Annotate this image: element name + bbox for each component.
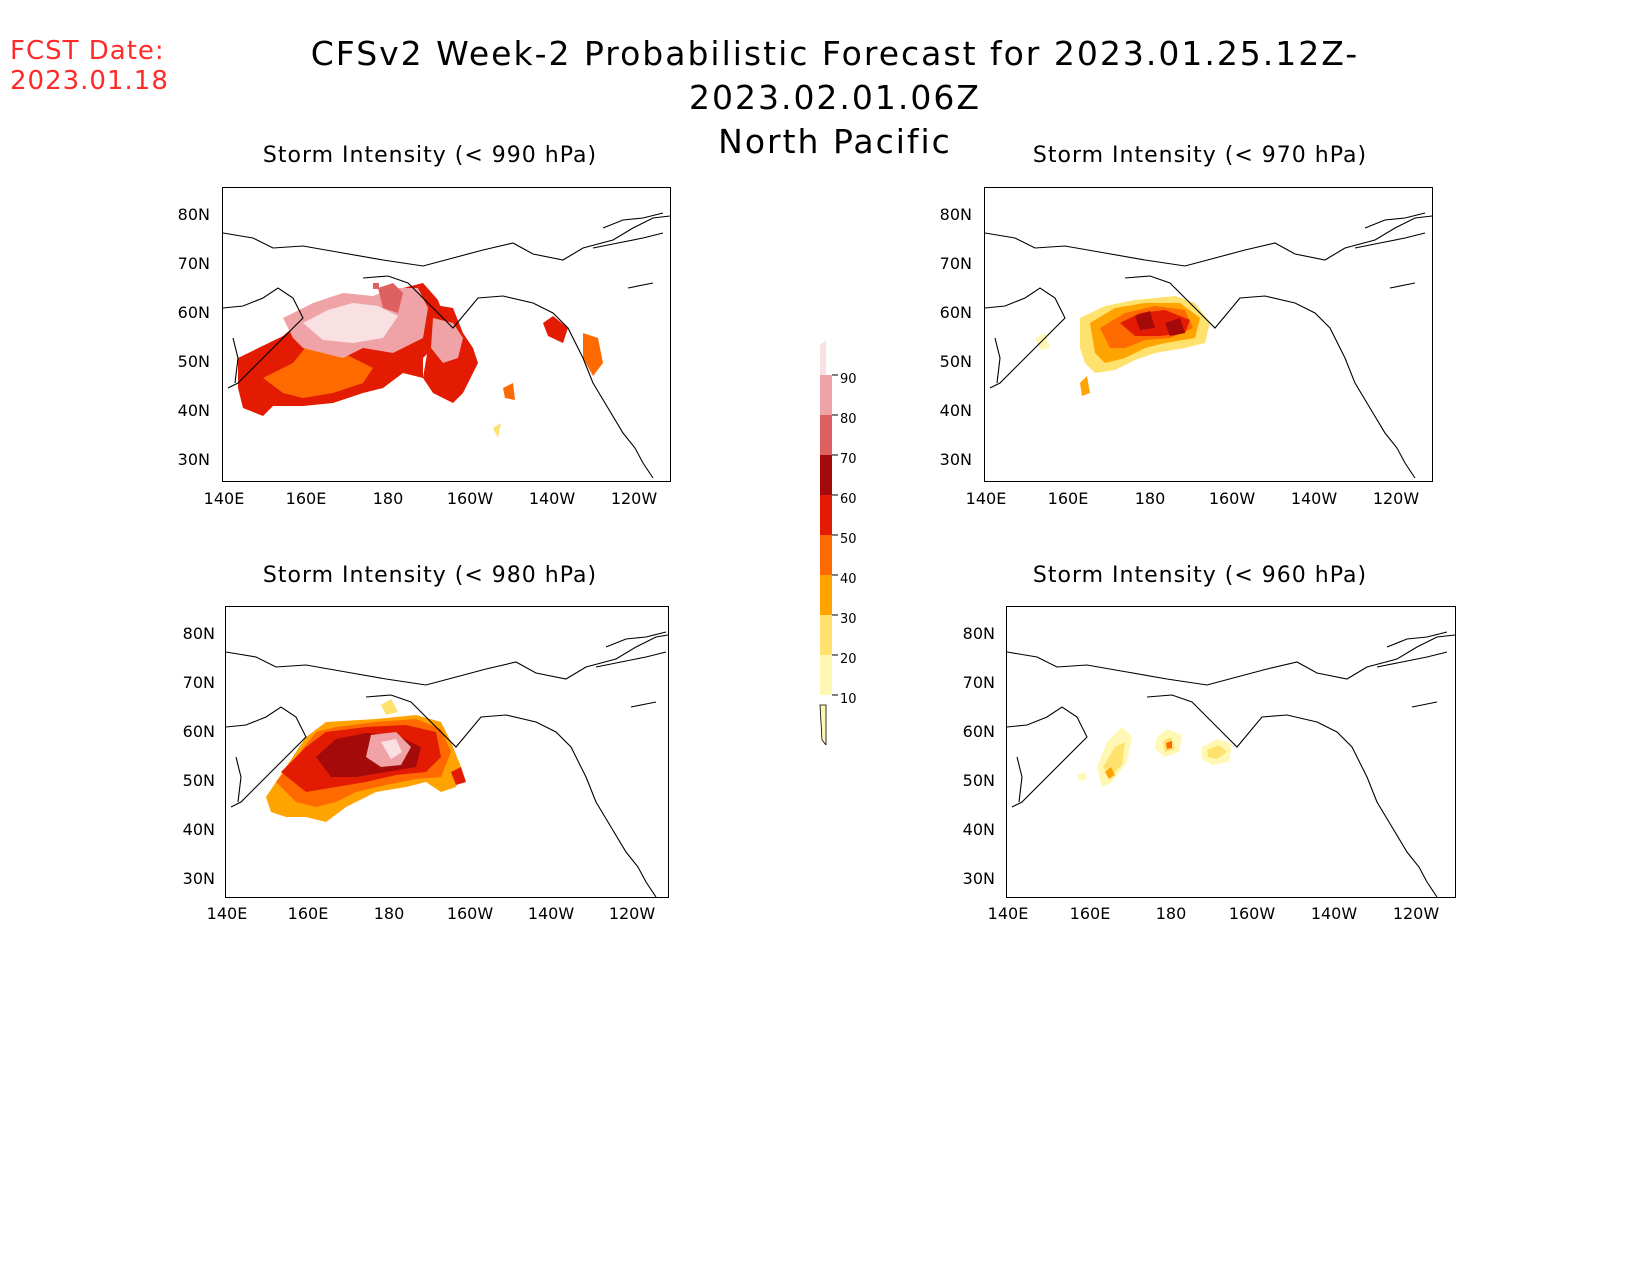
colorbar-label-90: 90 xyxy=(840,372,857,387)
probability-shading-960 xyxy=(1077,727,1232,787)
colorbar-segment xyxy=(820,375,832,415)
lon-label-160w-4: 160W xyxy=(1228,904,1276,923)
lat-label-40n-2: 40N xyxy=(939,401,972,420)
lon-label-120w-3: 120W xyxy=(608,904,656,923)
lat-label-60n-2: 60N xyxy=(939,303,972,322)
lon-label-160e-4: 160E xyxy=(1069,904,1111,923)
lon-label-160e-3: 160E xyxy=(287,904,329,923)
lat-label-60n-4: 60N xyxy=(962,722,995,741)
colorbar-label-30: 30 xyxy=(840,612,857,627)
fcst-date: 2023.01.18 xyxy=(10,66,169,96)
lat-label-80n-3: 80N xyxy=(182,624,215,643)
lat-label-70n-2: 70N xyxy=(939,254,972,273)
map-panel-960 xyxy=(1006,606,1456,898)
lat-label-30n-4: 30N xyxy=(962,869,995,888)
figure-title: CFSv2 Week-2 Probabilistic Forecast for … xyxy=(190,32,1480,164)
lon-label-180-2: 180 xyxy=(1134,489,1166,508)
colorbar-label-70: 70 xyxy=(840,452,857,467)
lon-label-120w-2: 120W xyxy=(1372,489,1420,508)
title-line-1: CFSv2 Week-2 Probabilistic Forecast for … xyxy=(310,34,1360,117)
colorbar-label-10: 10 xyxy=(840,692,857,707)
lon-label-160w: 160W xyxy=(446,489,494,508)
lat-label-50n-4: 50N xyxy=(962,771,995,790)
colorbar-label-50: 50 xyxy=(840,532,857,547)
coastline-980 xyxy=(226,631,668,897)
panel-title-970: Storm Intensity (< 970 hPa) xyxy=(1032,143,1368,168)
lon-label-140w: 140W xyxy=(528,489,576,508)
lat-label-50n: 50N xyxy=(177,352,210,371)
lat-label-70n-3: 70N xyxy=(182,673,215,692)
lat-label-80n-4: 80N xyxy=(962,624,995,643)
lon-label-140e: 140E xyxy=(203,489,245,508)
colorbar-label-40: 40 xyxy=(840,572,857,587)
lat-label-70n: 70N xyxy=(177,254,210,273)
colorbar-svg xyxy=(819,340,838,747)
lon-label-120w-4: 120W xyxy=(1392,904,1440,923)
lon-label-160w-2: 160W xyxy=(1208,489,1256,508)
lon-label-120w: 120W xyxy=(610,489,658,508)
map-970-svg xyxy=(985,212,1432,479)
lat-label-80n-2: 80N xyxy=(939,205,972,224)
lon-label-140e-4: 140E xyxy=(987,904,1029,923)
probability-shading-980 xyxy=(266,699,466,822)
lon-label-140w-4: 140W xyxy=(1310,904,1358,923)
colorbar-segment xyxy=(820,415,832,455)
colorbar-segment xyxy=(820,615,832,655)
panel-title-960: Storm Intensity (< 960 hPa) xyxy=(1032,563,1368,588)
colorbar-label-60: 60 xyxy=(840,492,857,507)
lat-label-50n-3: 50N xyxy=(182,771,215,790)
lon-label-160w-3: 160W xyxy=(446,904,494,923)
map-panel-990 xyxy=(222,187,671,482)
lat-label-70n-4: 70N xyxy=(962,673,995,692)
panel-title-980: Storm Intensity (< 980 hPa) xyxy=(262,563,598,588)
coastline-970 xyxy=(985,212,1432,479)
map-panel-970 xyxy=(984,187,1433,482)
lat-label-50n-2: 50N xyxy=(939,352,972,371)
lon-label-160e-2: 160E xyxy=(1047,489,1089,508)
lat-label-60n-3: 60N xyxy=(182,722,215,741)
lat-label-40n: 40N xyxy=(177,401,210,420)
lat-label-40n-3: 40N xyxy=(182,820,215,839)
colorbar-label-80: 80 xyxy=(840,412,857,427)
fcst-label: FCST Date: xyxy=(10,36,165,66)
colorbar-segment xyxy=(820,455,832,495)
lat-label-30n-2: 30N xyxy=(939,450,972,469)
probability-shading-970 xyxy=(1035,296,1210,396)
panel-title-990: Storm Intensity (< 990 hPa) xyxy=(262,143,598,168)
colorbar-segment xyxy=(820,495,832,535)
colorbar-segment xyxy=(820,655,832,695)
colorbar xyxy=(808,335,868,749)
coastline-960 xyxy=(1007,631,1455,897)
lon-label-180: 180 xyxy=(372,489,404,508)
title-line-2: North Pacific xyxy=(718,122,952,161)
lat-label-80n: 80N xyxy=(177,205,210,224)
map-960-svg xyxy=(1007,631,1455,897)
lat-label-30n: 30N xyxy=(177,450,210,469)
map-panel-980 xyxy=(225,606,669,898)
lon-label-160e: 160E xyxy=(285,489,327,508)
probability-shading-990 xyxy=(238,283,603,438)
lon-label-140e-3: 140E xyxy=(206,904,248,923)
colorbar-label-20: 20 xyxy=(840,652,857,667)
lon-label-180-4: 180 xyxy=(1155,904,1187,923)
lon-label-140w-3: 140W xyxy=(527,904,575,923)
lon-label-180-3: 180 xyxy=(373,904,405,923)
map-980-svg xyxy=(226,631,668,897)
colorbar-segment xyxy=(820,575,832,615)
lon-label-140e-2: 140E xyxy=(965,489,1007,508)
lat-label-60n: 60N xyxy=(177,303,210,322)
colorbar-segment xyxy=(820,535,832,575)
coastline-990 xyxy=(223,212,670,479)
lat-label-40n-4: 40N xyxy=(962,820,995,839)
lon-label-140w-2: 140W xyxy=(1290,489,1338,508)
forecast-date-label: FCST Date: 2023.01.18 xyxy=(10,36,169,96)
lat-label-30n-3: 30N xyxy=(182,869,215,888)
map-990-svg xyxy=(223,212,670,479)
